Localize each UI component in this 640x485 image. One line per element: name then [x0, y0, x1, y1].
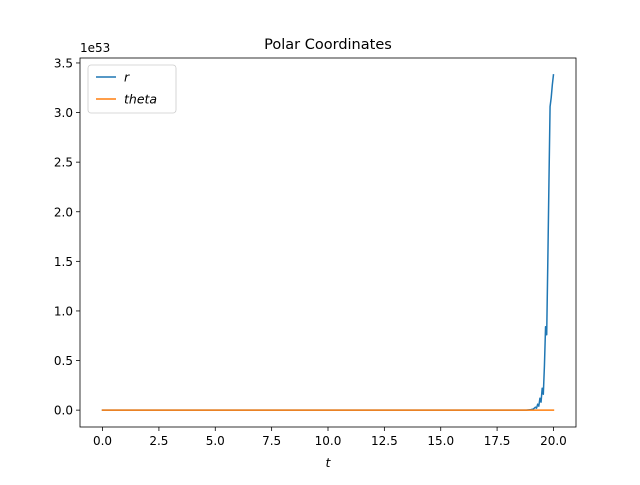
axes-frame [79, 57, 577, 428]
x-tick-label: 5.0 [206, 434, 225, 448]
x-tick-label: 7.5 [262, 434, 281, 448]
y-tick-label: 0.0 [54, 404, 73, 418]
plot-area: 0.0 2.5 5.0 7.5 10.0 12.5 15.0 17.5 20.0 0.0 0.5 1.… [54, 56, 577, 448]
x-tick-label: 15.0 [427, 434, 454, 448]
legend-label-theta: theta [124, 92, 157, 107]
y-tick-label: 1.5 [54, 255, 73, 269]
y-tick-label: 1.0 [54, 304, 73, 318]
x-tick-label: 10.0 [315, 434, 342, 448]
legend-label-r: r [124, 70, 130, 85]
y-tick-label: 2.0 [54, 205, 73, 219]
series-line-r [101, 74, 555, 411]
x-tick-label: 17.5 [484, 434, 511, 448]
x-tick-label: 12.5 [371, 434, 398, 448]
y-tick-label: 2.5 [54, 156, 73, 170]
x-axis-label: t [326, 455, 332, 470]
x-tick-label: 20.0 [540, 434, 567, 448]
y-tick-label: 0.5 [54, 354, 73, 368]
y-axis-offset-label: 1e53 [80, 41, 110, 55]
chart-title: Polar Coordinates [264, 37, 392, 53]
x-tick-label: 0.0 [93, 434, 112, 448]
y-tick-label: 3.0 [54, 106, 73, 120]
legend: r theta [87, 64, 177, 114]
x-tick-label: 2.5 [149, 434, 168, 448]
y-tick-label: 3.5 [54, 56, 73, 70]
